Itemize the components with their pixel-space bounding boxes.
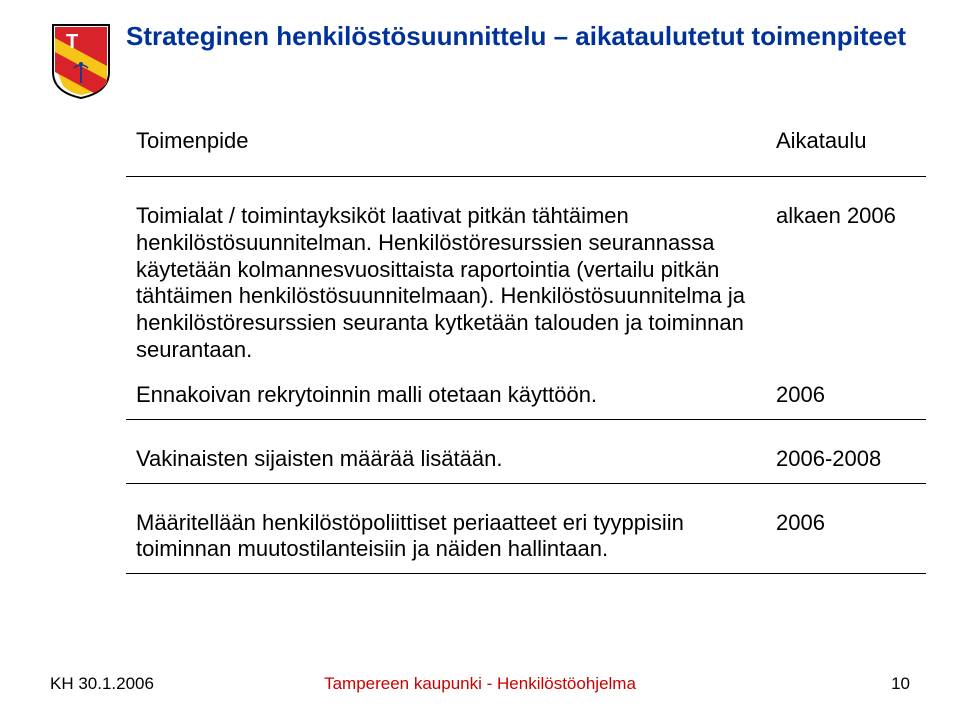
col-header-schedule: Aikataulu — [766, 122, 926, 177]
footer-date: KH 30.1.2006 — [50, 674, 154, 694]
action-cell: Ennakoivan rekrytoinnin malli otetaan kä… — [126, 374, 766, 420]
action-cell: Vakinaisten sijaisten määrää lisätään. — [126, 438, 766, 484]
table-row: Toimialat / toimintayksiköt laativat pit… — [126, 195, 926, 374]
schedule-cell: 2006 — [766, 502, 926, 575]
col-header-action: Toimenpide — [126, 122, 766, 177]
action-cell: Toimialat / toimintayksiköt laativat pit… — [126, 195, 766, 374]
action-cell: Määritellään henkilöstöpoliittiset peria… — [126, 502, 766, 575]
table-row: Vakinaisten sijaisten määrää lisätään. 2… — [126, 438, 926, 484]
schedule-cell: 2006 — [766, 374, 926, 420]
table-row: Määritellään henkilöstöpoliittiset peria… — [126, 502, 926, 575]
page-title: Strateginen henkilöstösuunnittelu – aika… — [126, 18, 906, 53]
table-row: Ennakoivan rekrytoinnin malli otetaan kä… — [126, 374, 926, 420]
schedule-cell: 2006-2008 — [766, 438, 926, 484]
schedule-cell: alkaen 2006 — [766, 195, 926, 374]
footer-title: Tampereen kaupunki - Henkilöstöohjelma — [324, 674, 636, 694]
footer-page-number: 10 — [891, 674, 910, 694]
slide-footer: KH 30.1.2006 Tampereen kaupunki - Henkil… — [50, 674, 910, 694]
svg-text:T: T — [66, 31, 78, 53]
action-table: Toimenpide Aikataulu Toimialat / toimint… — [126, 122, 926, 574]
tampere-logo-icon: T — [50, 22, 112, 100]
